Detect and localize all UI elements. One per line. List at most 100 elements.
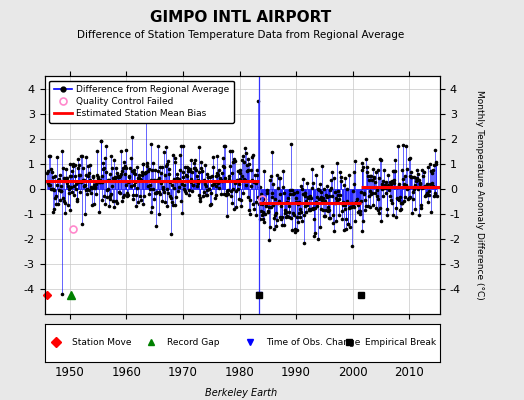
Point <box>322 194 331 200</box>
Point <box>172 194 181 200</box>
Point <box>81 182 89 188</box>
Point <box>431 190 439 196</box>
Point <box>276 213 284 220</box>
Point <box>125 174 134 180</box>
Point <box>151 167 159 173</box>
Text: Record Gap: Record Gap <box>167 338 220 347</box>
Point <box>304 206 313 212</box>
Point <box>273 172 281 178</box>
Point <box>362 202 370 209</box>
Point <box>241 144 249 151</box>
Point <box>428 180 436 186</box>
Point <box>427 168 435 174</box>
Point <box>267 203 275 210</box>
Point <box>281 209 290 215</box>
Point <box>343 186 351 192</box>
Point <box>425 161 434 167</box>
Point <box>135 175 143 182</box>
Point <box>260 167 268 174</box>
Point <box>233 178 241 184</box>
Point <box>227 170 236 176</box>
Point <box>358 166 367 173</box>
Point <box>160 149 168 156</box>
Point <box>148 167 156 173</box>
Point <box>353 200 361 206</box>
Point <box>109 174 117 181</box>
Point <box>146 186 154 192</box>
Point <box>353 196 362 202</box>
Point <box>269 201 278 208</box>
Point <box>120 191 128 198</box>
Point <box>159 186 168 192</box>
Point <box>154 143 162 150</box>
Point <box>257 191 265 198</box>
Text: Difference of Station Temperature Data from Regional Average: Difference of Station Temperature Data f… <box>78 30 405 40</box>
Point <box>224 176 233 182</box>
Point <box>388 212 397 218</box>
Point <box>49 174 57 180</box>
Point <box>381 190 390 197</box>
Point <box>335 196 343 202</box>
Point <box>95 209 103 216</box>
Point <box>359 190 368 196</box>
Point <box>132 192 140 198</box>
Point <box>55 176 63 183</box>
Point <box>78 152 86 159</box>
Point <box>401 194 409 200</box>
Point <box>160 172 169 178</box>
Point <box>332 218 340 224</box>
Point <box>299 191 307 197</box>
Point <box>288 187 296 194</box>
Point <box>138 169 146 175</box>
Point <box>228 200 236 206</box>
Point <box>49 209 58 216</box>
Point <box>372 205 380 211</box>
Point <box>233 177 242 184</box>
Point <box>60 198 68 204</box>
Point <box>230 156 238 162</box>
Point <box>106 170 114 177</box>
Point <box>131 179 139 186</box>
Point <box>409 196 417 202</box>
Point <box>168 198 177 205</box>
Point <box>240 159 248 165</box>
Point <box>428 170 436 176</box>
Point <box>352 198 360 205</box>
Point <box>270 226 279 232</box>
Point <box>312 172 321 178</box>
Point <box>111 174 119 180</box>
Point <box>190 164 199 171</box>
Point <box>63 183 72 189</box>
Point <box>152 177 161 184</box>
Point <box>147 208 156 215</box>
Point <box>84 163 92 170</box>
Point <box>256 184 264 190</box>
Point <box>378 181 386 187</box>
Point <box>316 181 324 187</box>
Point <box>294 210 303 216</box>
Point <box>192 178 200 184</box>
Point <box>232 204 240 210</box>
Point <box>99 160 107 166</box>
Point <box>45 182 53 188</box>
Point <box>332 160 341 166</box>
Point <box>127 134 136 140</box>
Point <box>361 197 369 203</box>
Point <box>214 172 223 178</box>
Point <box>289 190 297 197</box>
Point <box>279 184 287 191</box>
Point <box>313 194 321 200</box>
Point <box>90 182 98 188</box>
Point <box>364 193 373 199</box>
Point <box>213 170 221 176</box>
Point <box>86 162 94 169</box>
Point <box>280 210 289 216</box>
Point <box>306 193 314 199</box>
Point <box>79 165 87 171</box>
Point <box>429 167 438 173</box>
Point <box>248 152 257 158</box>
Point <box>396 207 405 214</box>
Point <box>168 182 176 188</box>
Point <box>96 138 105 144</box>
Point <box>421 183 429 189</box>
